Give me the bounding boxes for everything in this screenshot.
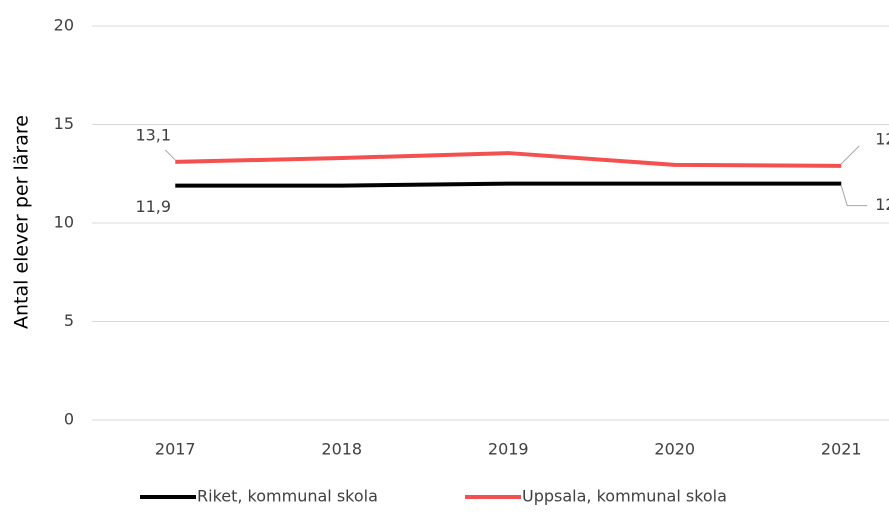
legend-label: Riket, kommunal skola — [197, 487, 378, 506]
leader-line — [840, 145, 860, 165]
x-tick-label: 2018 — [321, 440, 362, 459]
y-tick-label: 10 — [54, 213, 74, 232]
leader-line — [840, 185, 868, 207]
x-tick-label: 2017 — [155, 440, 196, 459]
y-tick-label: 15 — [54, 114, 74, 133]
y-tick-label: 20 — [54, 16, 74, 35]
data-label: 13,1 — [135, 125, 171, 144]
data-label: 11,9 — [135, 197, 171, 216]
y-axis-label: Antal elever per lärare — [11, 115, 33, 329]
data-label: 12,9 — [875, 129, 889, 148]
data-label: 12,0 — [875, 195, 889, 214]
legend-label: Uppsala, kommunal skola — [522, 487, 727, 506]
y-tick-label: 5 — [64, 311, 74, 330]
series-line — [175, 181, 842, 188]
x-tick-label: 2020 — [654, 440, 695, 459]
y-tick-label: 0 — [64, 410, 74, 429]
leader-line — [164, 149, 176, 161]
x-tick-label: 2021 — [821, 440, 862, 459]
series-line — [175, 151, 842, 168]
x-tick-label: 2019 — [488, 440, 529, 459]
